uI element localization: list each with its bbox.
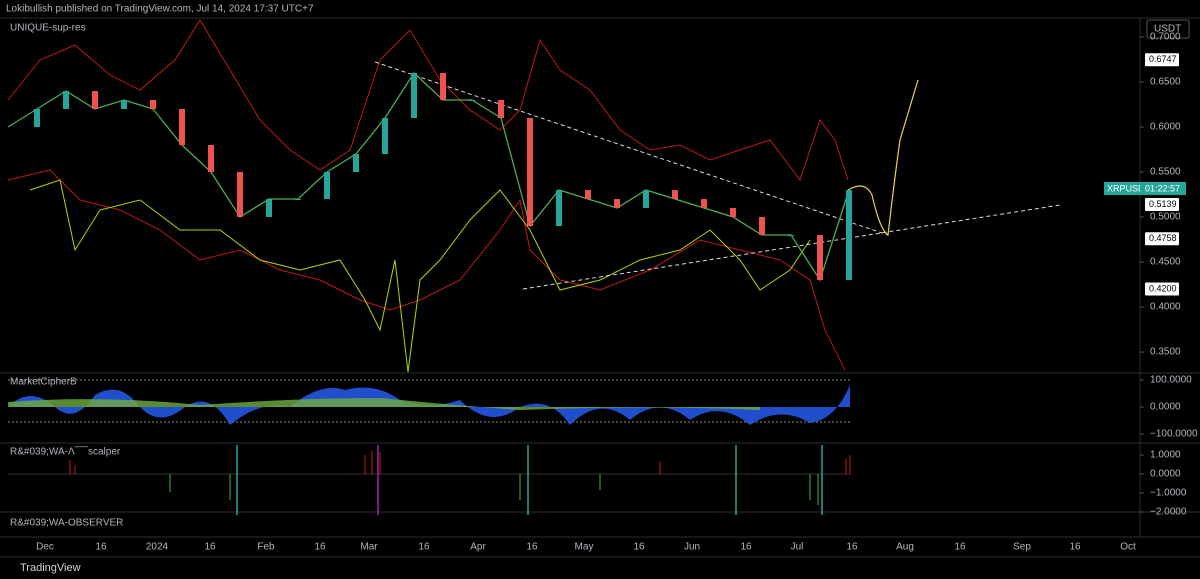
x-tick-label: Apr: [470, 542, 486, 553]
y-tick-label: −100.0000: [1150, 429, 1198, 440]
footer-brand: TradingView: [20, 562, 81, 574]
candle: [440, 72, 446, 100]
y-tick-label: 0.5500: [1150, 167, 1181, 178]
candle: [121, 99, 127, 110]
candle: [498, 99, 504, 119]
panel-name: MarketCipherB: [10, 377, 77, 388]
support-line: [7, 169, 846, 371]
x-tick-label: May: [575, 542, 594, 553]
signal-line: [29, 179, 811, 373]
y-tick-label: −2.0000: [1150, 507, 1187, 518]
resistance-line: [7, 19, 849, 182]
x-tick-label: Aug: [896, 542, 914, 553]
candle: [92, 90, 98, 110]
currency-button[interactable]: [1146, 19, 1190, 39]
candle: [411, 72, 417, 119]
candle: [817, 235, 823, 281]
money-flow: [8, 398, 760, 410]
price-label: 0.5139: [1149, 199, 1177, 209]
candle: [527, 118, 533, 227]
price-label: 0.4758: [1149, 233, 1177, 243]
price-label: 0.6747: [1149, 54, 1177, 64]
y-tick-label: 0.6500: [1150, 77, 1181, 88]
candle: [353, 154, 359, 173]
y-tick-label: 1.0000: [1150, 450, 1181, 461]
y-tick-label: 0.7000: [1150, 32, 1181, 43]
y-tick-label: 0.0000: [1150, 469, 1181, 480]
candle: [295, 199, 301, 201]
histogram: [169, 474, 819, 505]
candle: [846, 190, 852, 281]
price-line: [7, 71, 850, 282]
x-tick-label: Mar: [360, 542, 378, 553]
candle: [324, 172, 330, 200]
candle: [208, 145, 214, 173]
y-tick-label: 0.6000: [1150, 122, 1181, 133]
y-tick-label: −1.0000: [1150, 488, 1187, 499]
symbol: XRPUSDT: [1107, 183, 1151, 193]
y-tick-label: 0.4000: [1150, 302, 1181, 313]
x-tick-label: 16: [95, 542, 107, 553]
x-tick-label: Dec: [36, 542, 54, 553]
price-label-box: [1145, 232, 1179, 246]
y-tick-label: 0.5000: [1150, 212, 1181, 223]
x-tick-label: Sep: [1013, 542, 1031, 553]
candle: [701, 199, 707, 209]
x-tick-label: Jun: [684, 542, 700, 553]
candle: [759, 217, 765, 236]
price-label-box: [1145, 198, 1179, 212]
panel-name: R&#039;WA-OBSERVER: [10, 518, 123, 529]
x-tick-label: Oct: [1120, 542, 1136, 553]
x-tick-label: 2024: [146, 542, 169, 553]
x-tick-label: 16: [633, 542, 645, 553]
panel-name: R&#039;WA-Λ‾‾‾‾scalper: [10, 446, 121, 458]
candle: [469, 99, 475, 101]
countdown-tag: [1140, 182, 1186, 195]
candle: [34, 109, 40, 128]
candle: [788, 235, 794, 237]
x-tick-label: 16: [314, 542, 326, 553]
x-tick-label: 16: [526, 542, 538, 553]
x-tick-label: Jul: [791, 542, 804, 553]
trendline: [374, 61, 889, 236]
candle: [643, 190, 649, 209]
candle: [237, 172, 243, 218]
y-tick-label: 0.3500: [1150, 347, 1181, 358]
countdown: 01:22:57: [1145, 183, 1180, 193]
candle: [585, 190, 591, 200]
y-tick-label: 100.0000: [1150, 375, 1192, 386]
indicator-name: UNIQUE-sup-res: [10, 23, 86, 34]
candle: [63, 90, 69, 110]
y-tick-label: 0.0000: [1150, 402, 1181, 413]
x-tick-label: 16: [418, 542, 430, 553]
candle: [614, 199, 620, 209]
candle: [556, 190, 562, 227]
x-tick-label: 16: [1069, 542, 1081, 553]
price-label: 0.4200: [1149, 283, 1177, 293]
y-tick-label: 0.4500: [1150, 257, 1181, 268]
projection: [847, 79, 919, 237]
signal-bars: [236, 445, 823, 515]
x-tick-label: 16: [740, 542, 752, 553]
candle: [382, 118, 388, 155]
x-tick-label: 16: [204, 542, 216, 553]
histogram: [69, 450, 851, 474]
candle: [179, 109, 185, 146]
candle: [150, 99, 156, 110]
x-tick-label: Feb: [257, 542, 275, 553]
candle: [672, 190, 678, 200]
currency: USDT: [1154, 24, 1181, 35]
price-label-box: [1145, 53, 1179, 67]
price-label-box: [1145, 282, 1179, 296]
x-tick-label: 16: [846, 542, 858, 553]
candle: [266, 199, 272, 218]
header-text: Lokibullish published on TradingView.com…: [6, 4, 314, 15]
candle: [730, 208, 736, 218]
x-tick-label: 16: [954, 542, 966, 553]
